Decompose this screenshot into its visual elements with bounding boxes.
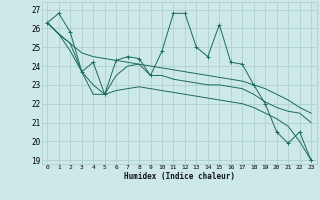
X-axis label: Humidex (Indice chaleur): Humidex (Indice chaleur) — [124, 172, 235, 181]
